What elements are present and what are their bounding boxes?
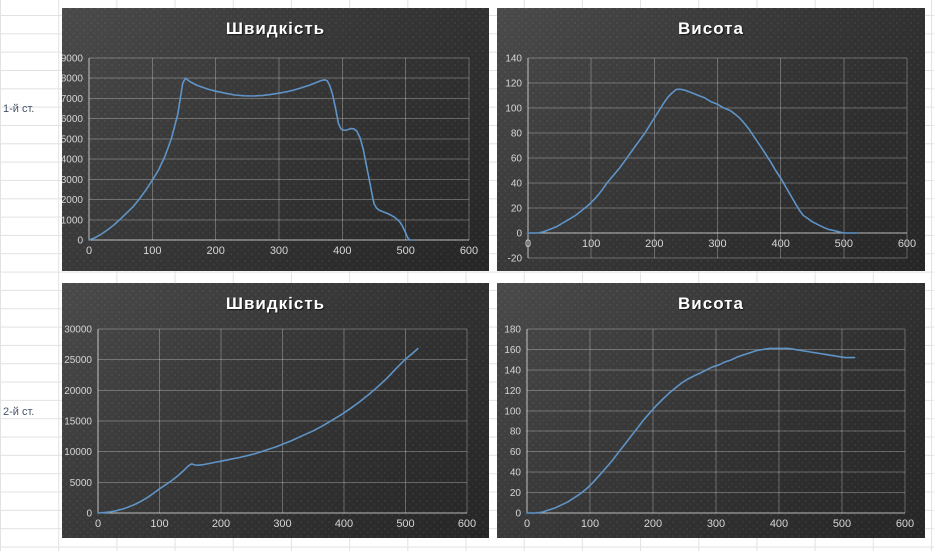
svg-text:200: 200 (644, 518, 662, 530)
svg-text:300: 300 (708, 238, 726, 250)
svg-text:0: 0 (524, 518, 530, 530)
svg-text:20: 20 (510, 488, 522, 499)
svg-text:60: 60 (511, 154, 523, 165)
svg-text:140: 140 (504, 365, 521, 376)
chart-panel-stage1-speed[interactable]: Швидкість 0 1000 2000 3000 4000 5000 6000 7000 8… (62, 8, 489, 271)
svg-text:100: 100 (504, 406, 521, 417)
svg-text:100: 100 (143, 245, 161, 257)
svg-text:100: 100 (581, 518, 599, 530)
svg-text:10000: 10000 (64, 447, 92, 458)
svg-text:600: 600 (460, 245, 478, 257)
svg-text:8000: 8000 (62, 74, 83, 85)
svg-text:1000: 1000 (62, 215, 83, 226)
svg-text:40: 40 (510, 468, 522, 479)
svg-text:80: 80 (510, 427, 522, 438)
svg-text:0: 0 (95, 518, 101, 530)
svg-text:20: 20 (511, 204, 523, 215)
svg-text:140: 140 (505, 54, 522, 65)
chart-panel-stage2-speed[interactable]: Швидкість 0 5000 10000 15000 20000 25000 30000… (62, 283, 489, 538)
svg-text:80: 80 (511, 129, 523, 140)
chart-title: Швидкість (225, 19, 326, 38)
line-chart-stage1-speed: 0 1000 2000 3000 4000 5000 6000 7000 8000 9000 0 10… (62, 54, 478, 258)
svg-text:25000: 25000 (64, 355, 92, 366)
svg-text:0: 0 (515, 509, 521, 520)
svg-text:300: 300 (273, 518, 291, 530)
svg-text:300: 300 (270, 245, 288, 257)
svg-text:5000: 5000 (62, 134, 83, 145)
svg-text:15000: 15000 (64, 417, 92, 428)
svg-text:0: 0 (516, 229, 522, 240)
svg-text:400: 400 (770, 518, 788, 530)
svg-text:180: 180 (504, 325, 521, 336)
svg-text:3000: 3000 (62, 175, 83, 186)
cell-label-stage1[interactable]: 1-й ст. (3, 103, 35, 115)
svg-text:0: 0 (525, 238, 531, 250)
svg-text:0: 0 (77, 236, 83, 247)
line-chart-stage2-height: 0 20 40 60 80 100 120 140 160 180 0 100 200 300 400 500… (504, 325, 914, 531)
svg-text:100: 100 (582, 238, 600, 250)
svg-text:100: 100 (150, 518, 168, 530)
svg-text:40: 40 (511, 179, 523, 190)
svg-text:500: 500 (833, 518, 851, 530)
svg-text:200: 200 (645, 238, 663, 250)
svg-text:500: 500 (396, 518, 414, 530)
svg-text:4000: 4000 (62, 155, 83, 166)
chart-panel-stage1-height[interactable]: Висота -20 0 20 40 60 80 100 120 140 0 100 200 300 40… (497, 8, 925, 271)
svg-text:400: 400 (771, 238, 789, 250)
svg-text:600: 600 (458, 518, 476, 530)
svg-text:20000: 20000 (64, 386, 92, 397)
svg-text:120: 120 (505, 79, 522, 90)
svg-text:9000: 9000 (62, 54, 83, 65)
svg-text:200: 200 (212, 518, 230, 530)
svg-text:7000: 7000 (62, 94, 83, 105)
chart-title: Висота (678, 294, 744, 313)
svg-text:160: 160 (504, 345, 521, 356)
svg-text:30000: 30000 (64, 325, 92, 336)
cell-label-stage2[interactable]: 2-й ст. (3, 406, 35, 418)
chart-title: Швидкість (225, 294, 326, 313)
svg-text:600: 600 (896, 518, 914, 530)
svg-text:120: 120 (504, 386, 521, 397)
svg-text:60: 60 (510, 447, 522, 458)
svg-text:6000: 6000 (62, 114, 83, 125)
svg-text:500: 500 (396, 245, 414, 257)
svg-text:100: 100 (505, 104, 522, 115)
svg-text:300: 300 (707, 518, 725, 530)
chart-title: Висота (678, 19, 744, 38)
svg-text:400: 400 (335, 518, 353, 530)
svg-text:0: 0 (86, 509, 92, 520)
svg-text:-20: -20 (508, 254, 523, 265)
svg-text:600: 600 (898, 238, 916, 250)
line-chart-stage2-speed: 0 5000 10000 15000 20000 25000 30000 0 100 200 300… (64, 325, 476, 531)
svg-text:200: 200 (206, 245, 224, 257)
svg-text:400: 400 (333, 245, 351, 257)
chart-panel-stage2-height[interactable]: Висота 0 20 40 60 80 100 120 140 160 180 0 100 200 30… (497, 283, 925, 538)
svg-text:0: 0 (86, 245, 92, 257)
svg-text:2000: 2000 (62, 195, 83, 206)
svg-text:5000: 5000 (70, 478, 93, 489)
svg-text:500: 500 (835, 238, 853, 250)
